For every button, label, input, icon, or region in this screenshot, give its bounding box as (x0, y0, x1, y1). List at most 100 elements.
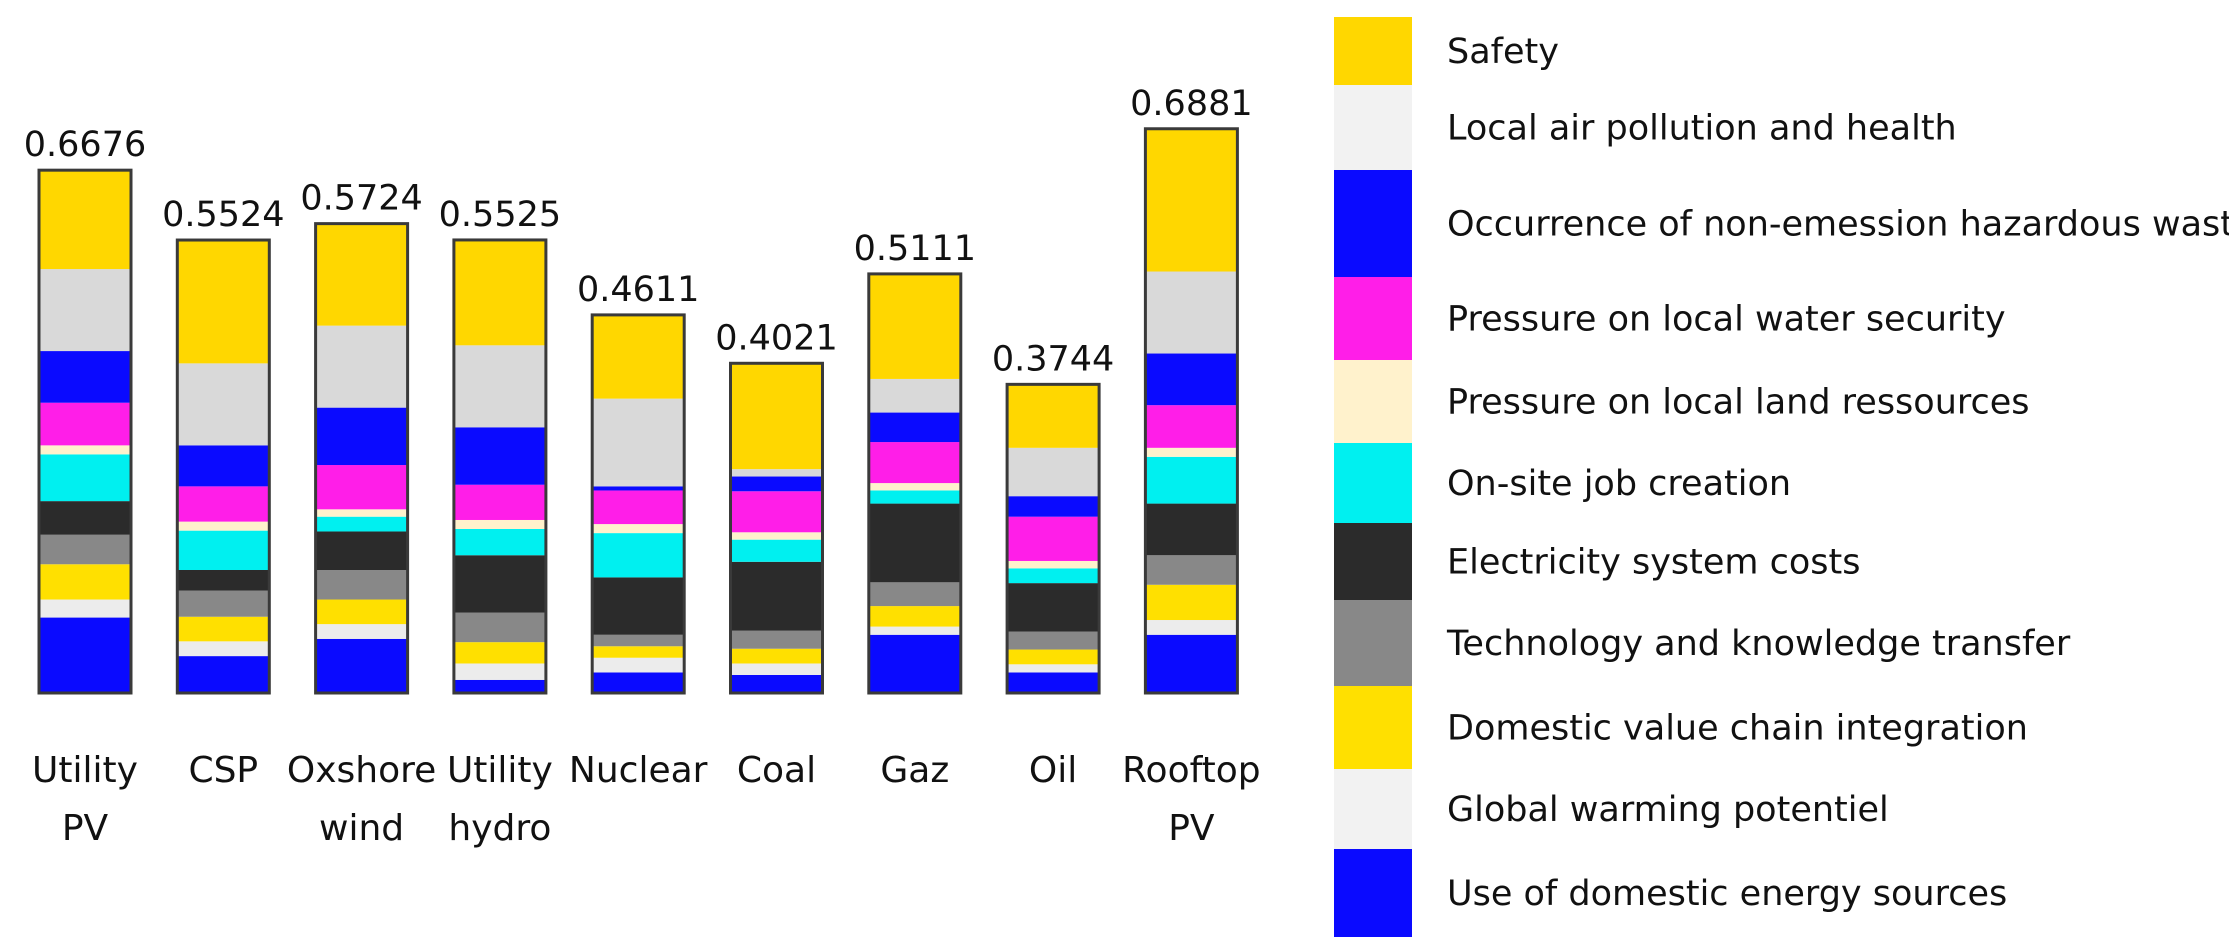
category-label: Gaz (880, 750, 949, 791)
bar-segment (730, 648, 823, 664)
bar-segment (177, 521, 270, 531)
bar-segment (1007, 568, 1100, 584)
bar-segment (315, 325, 408, 408)
bar-segment (315, 531, 408, 570)
bar-segment (39, 402, 131, 446)
category-label: Oil (1029, 750, 1077, 791)
bar-segment (592, 646, 685, 658)
bar-segment (177, 445, 270, 487)
bar-segment (868, 483, 961, 491)
bar-segment (730, 561, 823, 631)
bar-segment (177, 530, 270, 570)
bar-segment (453, 529, 546, 556)
bar-segment (730, 674, 823, 693)
bar-csp (175, 238, 271, 695)
bar-segment (1007, 447, 1100, 497)
bar-segment (39, 599, 131, 618)
legend-item-use-of-domestic-energy-sources: Use of domestic energy sources (1334, 849, 2007, 937)
bar-segment (1007, 631, 1100, 650)
legend-label: On-site job creation (1447, 464, 1791, 504)
bar-segment (592, 672, 685, 693)
legend-swatch (1334, 600, 1412, 686)
legend-swatch (1334, 170, 1412, 277)
bar-segment (1145, 620, 1238, 635)
legend-label: Local air pollution and health (1447, 109, 1957, 149)
legend-item-electricity-system-costs: Electricity system costs (1334, 523, 1861, 600)
bar-segment (592, 314, 685, 399)
bar-segment (177, 616, 270, 642)
bar-segment (730, 539, 823, 562)
legend-item-local-air-pollution-and-health: Local air pollution and health (1334, 85, 1957, 170)
bar-segment (1145, 456, 1238, 504)
legend-swatch (1334, 523, 1412, 600)
total-value-label: 0.3744 (992, 339, 1114, 379)
bar-outline (1143, 127, 1239, 695)
legend-item-pressure-on-local-land-ressources: Pressure on local land ressources (1334, 360, 2030, 443)
bar-nuclear (590, 313, 686, 695)
bar-segment (730, 532, 823, 540)
bar-segment (39, 170, 131, 270)
bar-segment (315, 407, 408, 466)
legend-swatch (1334, 360, 1412, 443)
bar-segment (1007, 384, 1100, 448)
bar-oxshore-wind (314, 222, 410, 695)
bar-segment (592, 398, 685, 487)
category-label: Coal (737, 750, 816, 791)
total-value-label: 0.4611 (577, 270, 699, 310)
bar-oil (1005, 382, 1101, 695)
bar-segment (730, 469, 823, 477)
bar-segment (592, 524, 685, 534)
legend-label: Safety (1447, 32, 1559, 72)
bar-segment (453, 555, 546, 613)
legend-swatch (1334, 85, 1412, 170)
legend-item-technology-and-knowledge-transfer: Technology and knowledge transfer (1334, 600, 2071, 686)
bar-outline (314, 222, 410, 695)
bar-segment (453, 484, 546, 520)
bar-segment (730, 663, 823, 675)
legend: Safety Local air pollution and health Occu… (1334, 17, 2229, 937)
bar-segment (868, 626, 961, 635)
bar-segment (1007, 496, 1100, 517)
bar-segment (39, 445, 131, 455)
category-label: wind (319, 808, 404, 849)
legend-label: Domestic value chain integration (1447, 709, 2028, 749)
bar-rooftop-pv (1143, 127, 1239, 695)
bar-segment (177, 486, 270, 522)
bar-segment (177, 641, 270, 657)
bar-segment (868, 490, 961, 504)
bar-segment (315, 516, 408, 532)
bar-coal (729, 361, 824, 695)
legend-item-global-warming-potentiel: Global warming potentiel (1334, 769, 1889, 849)
bar-segment (592, 533, 685, 578)
bar-segment (868, 378, 961, 413)
legend-swatch (1334, 849, 1412, 937)
bar-segment (453, 519, 546, 529)
bar-segment (1007, 583, 1100, 632)
bar-segment (592, 577, 685, 635)
bar-outline (590, 313, 686, 695)
category-label: Utility (447, 750, 553, 791)
bar-outline (37, 168, 133, 695)
bar-segment (1145, 634, 1238, 693)
bar-outline (452, 238, 548, 695)
bar-segment (1007, 516, 1100, 561)
bar-segment (39, 454, 131, 502)
legend-item-occurrence-of-non-emession-hazardous-waste: Occurrence of non-emession hazardous was… (1334, 170, 2229, 277)
legend-item-safety: Safety (1334, 17, 1559, 85)
bar-segment (592, 490, 685, 525)
bar-segment (868, 606, 961, 627)
bar-segment (868, 273, 961, 379)
category-label: Oxshore (287, 750, 436, 791)
bar-outline (175, 238, 271, 695)
bar-segment (177, 590, 270, 617)
bar-segment (453, 642, 546, 664)
bar-segment (453, 239, 546, 346)
bar-segment (39, 351, 131, 403)
bar-segment (592, 486, 685, 491)
bar-segment (39, 534, 131, 565)
category-labels-layer: Utility PV CSP Oxshore wind Utility hydro Nucle… (32, 750, 1261, 849)
bar-segment (1145, 584, 1238, 621)
bar-segment (1145, 271, 1238, 354)
bar-segment (730, 491, 823, 533)
legend-swatch (1334, 277, 1412, 360)
